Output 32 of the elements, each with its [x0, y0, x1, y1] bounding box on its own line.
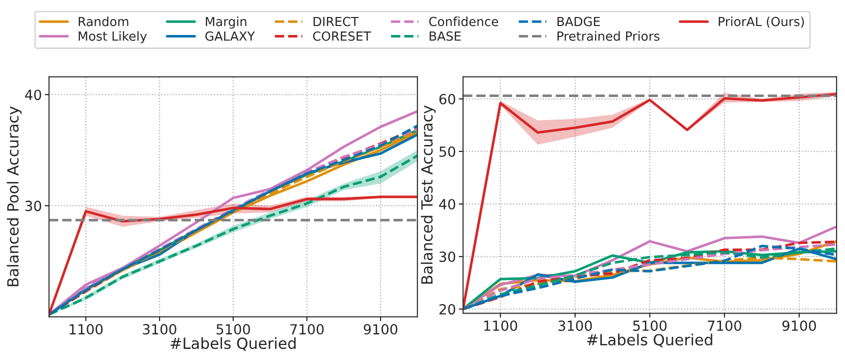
- y-tick-label: 30: [440, 252, 456, 262]
- legend-label: Margin: [206, 16, 246, 29]
- legend-label: BASE: [430, 31, 461, 41]
- y-tick-label: 40: [439, 198, 456, 210]
- y-tick-label: 60: [439, 94, 456, 104]
- x-axis-title: #Labels Queried: [170, 337, 296, 351]
- legend-label: BADGE: [558, 16, 600, 26]
- x-axis-title: #Labels Queried: [587, 334, 712, 348]
- y-tick-label: 30: [25, 200, 42, 212]
- legend-label: CORESET: [313, 31, 372, 41]
- x-tick-label: 7100: [290, 324, 324, 335]
- legend-label: PriorAL (Ours): [718, 16, 804, 28]
- legend-label: Random: [78, 16, 128, 26]
- y-axis-title: Balanced Test Accuracy: [420, 105, 436, 284]
- y-tick-label: 40: [25, 90, 42, 100]
- x-tick-label: 3100: [142, 324, 176, 335]
- x-tick-label: 9100: [364, 324, 398, 335]
- x-tick-label: 9100: [782, 320, 816, 331]
- legend-label: DIRECT: [314, 16, 359, 26]
- x-tick-label: 3100: [558, 320, 592, 331]
- legend-label: Confidence: [429, 16, 498, 26]
- x-tick-label: 1100: [70, 324, 103, 335]
- y-axis-title: Balanced Pool Accuracy: [6, 106, 22, 286]
- x-tick-label: 7100: [708, 320, 742, 331]
- legend-label: Most Likely: [78, 31, 147, 44]
- y-tick-label: 20: [439, 304, 456, 315]
- legend-label: Pretrained Priors: [558, 31, 660, 41]
- legend-label: GALAXY: [205, 31, 255, 41]
- x-tick-label: 5100: [633, 320, 667, 331]
- x-tick-label: 1100: [484, 320, 518, 331]
- x-tick-label: 5100: [216, 324, 250, 335]
- y-tick-label: 50: [440, 146, 456, 157]
